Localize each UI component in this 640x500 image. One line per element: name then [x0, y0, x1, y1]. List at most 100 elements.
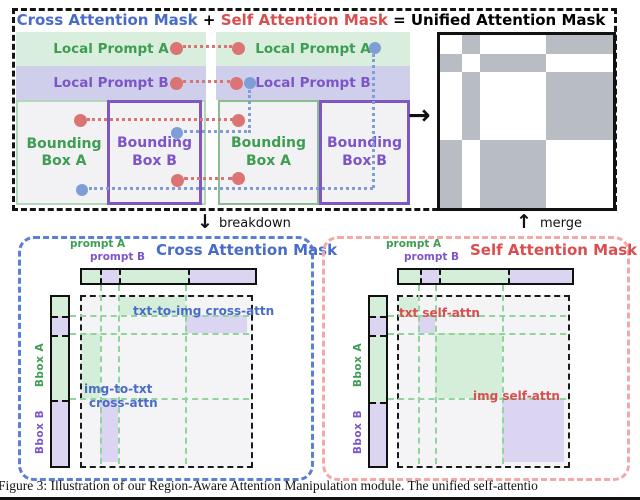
unified-mask-title-term: Unified Attention Mask: [410, 11, 606, 29]
bounding-box-a-text: Bounding Box A: [26, 135, 102, 170]
gridline: [70, 398, 249, 400]
token-seg-bbox-b: [370, 402, 386, 466]
token-seg-prompt-a: [52, 297, 68, 316]
token-seg-prompt-a: [82, 270, 100, 283]
local-prompt-b-label: Local Prompt B: [53, 75, 169, 91]
bounding-box-b-text: Bounding Box B: [326, 135, 403, 169]
blue-dotted-line: [248, 90, 251, 133]
self-panel-title: Self Attention Mask: [470, 241, 638, 259]
blue-dot: [171, 127, 183, 139]
gridline: [118, 285, 120, 464]
cross-mask-title-term: Cross Attention Mask: [16, 11, 198, 29]
txt-to-img-label: txt-to-img cross-attn: [133, 304, 275, 318]
cross-block-promptA-to-imgA: [119, 297, 185, 315]
red-dot: [171, 174, 184, 187]
token-seg-prompt-b: [420, 270, 439, 283]
token-seg-img-b: [508, 270, 572, 283]
bounding-box-b-text: Bounding Box B: [116, 135, 193, 169]
token-seg-prompt-a: [370, 297, 386, 316]
self-attention-panel-frame: [322, 236, 630, 481]
gridline: [502, 285, 504, 464]
cross-panel-title: Cross Attention Mask: [156, 241, 338, 259]
blue-dotted-line: [184, 130, 247, 133]
img-self-attn-label: img self-attn: [473, 389, 560, 403]
mask-cell-masked: [479, 139, 547, 208]
blue-dot: [244, 77, 256, 89]
mask-cell-open: [462, 54, 479, 72]
mask-cell-masked: [462, 35, 480, 55]
self-query-token-strip: [368, 295, 388, 468]
page-rule: [0, 497, 640, 500]
token-seg-prompt-b: [370, 316, 386, 335]
red-dotted-line: [183, 45, 232, 48]
token-seg-img-a: [119, 270, 188, 283]
up-arrow-icon: ↑: [516, 211, 532, 233]
cross-block-imgA-to-promptA: [82, 333, 100, 398]
mask-cell-masked: [546, 72, 613, 140]
red-dot: [170, 77, 183, 90]
gridline: [70, 333, 249, 335]
token-seg-prompt-b: [52, 316, 68, 335]
red-dot: [230, 77, 243, 90]
cross-bbox-a-axis-label: Bbox A: [34, 342, 46, 388]
gridline: [185, 285, 187, 464]
red-dot: [74, 114, 87, 127]
token-seg-img-b: [188, 270, 255, 283]
equals-operator: =: [393, 11, 406, 29]
token-seg-prompt-b: [100, 270, 119, 283]
gridline: [388, 398, 566, 400]
token-seg-img-a: [439, 270, 508, 283]
self-block-imgB: [502, 398, 564, 462]
mask-cell-open: [546, 140, 613, 208]
cross-attention-panel-frame: [18, 236, 314, 481]
red-dot: [232, 172, 245, 185]
mask-cell-masked: [440, 54, 463, 73]
blue-dot: [369, 42, 381, 54]
red-dot: [232, 114, 245, 127]
mask-cell-open: [546, 54, 613, 72]
plus-operator: +: [202, 11, 216, 29]
cross-block-imgB-to-promptB: [100, 398, 118, 462]
red-dotted-line: [183, 80, 230, 83]
blue-dot: [76, 184, 88, 196]
gridline: [435, 285, 437, 464]
gridline: [418, 285, 420, 464]
img-to-txt-label-line1: img-to-txt: [84, 382, 153, 396]
red-dotted-line: [87, 118, 233, 121]
gridline: [388, 333, 566, 335]
cross-query-token-strip: [50, 295, 70, 468]
cross-bbox-b-axis-label: Bbox B: [34, 409, 46, 455]
blue-dotted-line: [372, 54, 375, 188]
self-mask-title-term: Self Attention Mask: [220, 11, 388, 29]
token-seg-bbox-b: [52, 400, 68, 466]
self-prompt-b-label: prompt B: [404, 251, 460, 263]
cross-text-token-strip: [80, 268, 257, 285]
mask-cell-masked: [462, 72, 480, 140]
mask-cell-open: [480, 35, 547, 54]
mask-cell-open: [440, 72, 462, 139]
token-seg-bbox-a: [52, 335, 68, 400]
token-seg-prompt-a: [399, 270, 420, 283]
gridline: [388, 315, 566, 317]
equation-title: Cross Attention Mask + Self Attention Ma…: [16, 11, 606, 29]
mask-cell-masked: [440, 139, 463, 208]
red-dotted-line: [184, 177, 232, 180]
local-prompt-a-label: Local Prompt A: [53, 41, 169, 57]
left-bounding-box-a-label: Bounding Box A: [20, 120, 108, 186]
down-arrow-icon: ↓: [197, 211, 213, 233]
merge-label: merge: [540, 216, 583, 231]
self-block-imgA: [435, 333, 502, 398]
cross-block-promptB-to-imgB: [185, 315, 247, 333]
mask-cell-open: [440, 35, 462, 54]
self-bbox-a-axis-label: Bbox A: [352, 342, 364, 388]
self-bbox-b-axis-label: Bbox B: [352, 409, 364, 455]
cross-prompt-a-label: prompt A: [70, 238, 126, 250]
figure-caption: Figure 3: Illustration of our Region-Awa…: [0, 478, 538, 493]
unified-attention-mask-grid: [440, 35, 613, 208]
mask-cell-masked: [546, 35, 613, 55]
self-block-promptA: [399, 297, 418, 315]
txt-self-attn-label: txt self-attn: [399, 306, 480, 320]
mask-cell-masked: [479, 54, 547, 73]
token-seg-bbox-a: [370, 335, 386, 402]
unified-attention-mask: [437, 32, 616, 211]
